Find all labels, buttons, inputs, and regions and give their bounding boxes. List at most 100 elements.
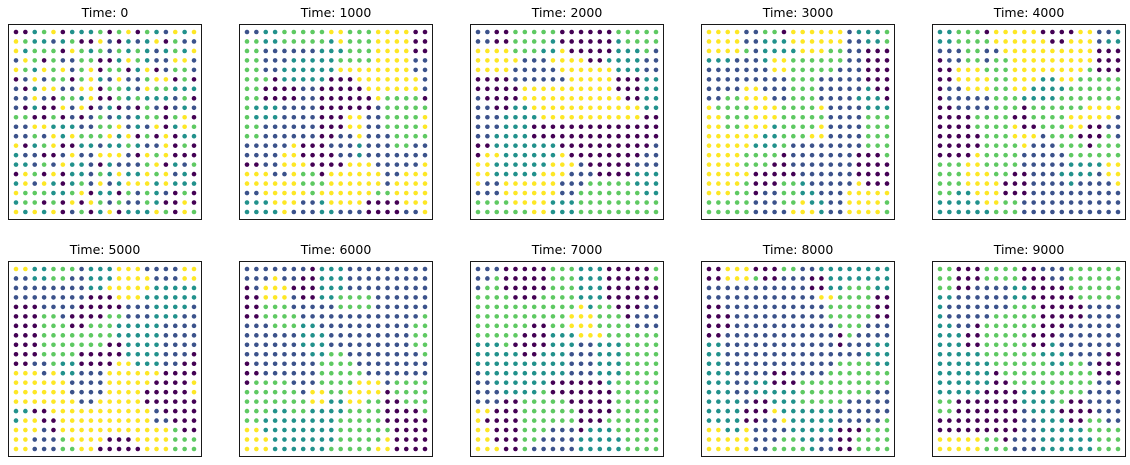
data-point — [634, 200, 640, 205]
data-point — [837, 408, 843, 414]
data-point — [172, 29, 178, 35]
data-point — [116, 408, 122, 414]
data-point — [597, 333, 603, 338]
data-point — [653, 143, 659, 148]
data-point — [837, 39, 843, 44]
data-point — [809, 351, 815, 357]
data-point — [1012, 399, 1018, 404]
data-point — [107, 124, 112, 130]
data-point — [634, 314, 640, 319]
data-point — [385, 446, 390, 452]
data-point — [781, 48, 787, 54]
data-point — [837, 342, 843, 348]
data-point — [329, 105, 334, 111]
data-point — [413, 209, 418, 215]
data-point — [800, 190, 805, 196]
data-point — [1031, 39, 1036, 44]
data-point — [126, 295, 131, 300]
data-point — [403, 351, 409, 357]
data-point — [634, 114, 640, 120]
data-point — [809, 181, 815, 186]
data-point — [837, 333, 843, 338]
data-point — [403, 266, 409, 272]
data-point — [578, 58, 584, 63]
data-point — [725, 361, 731, 367]
data-point — [937, 77, 943, 82]
data-point — [88, 48, 94, 54]
data-point — [975, 152, 980, 158]
data-point — [947, 342, 952, 348]
data-point — [800, 67, 805, 73]
data-point — [244, 58, 250, 63]
data-point — [1096, 162, 1102, 167]
data-point — [1050, 399, 1055, 404]
data-point — [550, 399, 556, 404]
data-point — [23, 171, 28, 177]
data-point — [550, 370, 556, 376]
data-point — [956, 323, 962, 329]
data-point — [494, 323, 500, 329]
data-point — [1096, 408, 1102, 414]
data-point — [937, 48, 943, 54]
data-point — [809, 162, 815, 167]
data-point — [60, 114, 66, 120]
data-point — [1022, 408, 1027, 414]
data-point — [1003, 209, 1008, 215]
data-point — [475, 143, 481, 148]
data-point — [51, 29, 56, 35]
data-point — [847, 152, 852, 158]
data-point — [984, 323, 990, 329]
data-point — [272, 105, 278, 111]
data-point — [385, 105, 390, 111]
data-point — [1078, 389, 1083, 395]
data-point — [578, 427, 584, 433]
data-point — [32, 152, 38, 158]
data-point — [51, 171, 56, 177]
data-point — [1022, 96, 1027, 101]
data-point — [357, 285, 362, 291]
data-point — [937, 295, 943, 300]
data-point — [1078, 86, 1083, 92]
data-point — [541, 333, 546, 338]
data-point — [366, 162, 372, 167]
data-point — [1031, 361, 1036, 367]
data-point — [244, 285, 250, 291]
data-point — [625, 380, 631, 385]
data-point — [191, 133, 197, 139]
data-point — [1003, 200, 1008, 205]
data-point — [734, 200, 740, 205]
data-point — [984, 114, 990, 120]
data-point — [606, 446, 612, 452]
data-point — [809, 96, 815, 101]
data-point — [494, 408, 500, 414]
data-point — [403, 209, 409, 215]
data-point — [1068, 342, 1074, 348]
data-point — [272, 162, 278, 167]
data-point — [1115, 39, 1121, 44]
data-point — [300, 399, 306, 404]
data-point — [338, 181, 343, 186]
data-point — [965, 446, 971, 452]
data-point — [191, 86, 197, 92]
data-point — [23, 446, 28, 452]
data-point — [884, 333, 890, 338]
data-point — [291, 48, 297, 54]
data-point — [734, 437, 740, 442]
data-point — [522, 29, 528, 35]
data-point — [772, 427, 777, 433]
data-point — [182, 114, 187, 120]
data-point — [291, 143, 297, 148]
data-point — [550, 418, 556, 423]
data-point — [172, 399, 178, 404]
data-point — [975, 114, 980, 120]
data-point — [144, 342, 150, 348]
data-point — [541, 427, 546, 433]
data-point — [403, 114, 409, 120]
data-point — [144, 162, 150, 167]
data-point — [847, 105, 852, 111]
panel-title: Time: 4000 — [993, 5, 1065, 20]
data-point — [744, 200, 749, 205]
data-point — [965, 351, 971, 357]
data-point — [762, 39, 768, 44]
